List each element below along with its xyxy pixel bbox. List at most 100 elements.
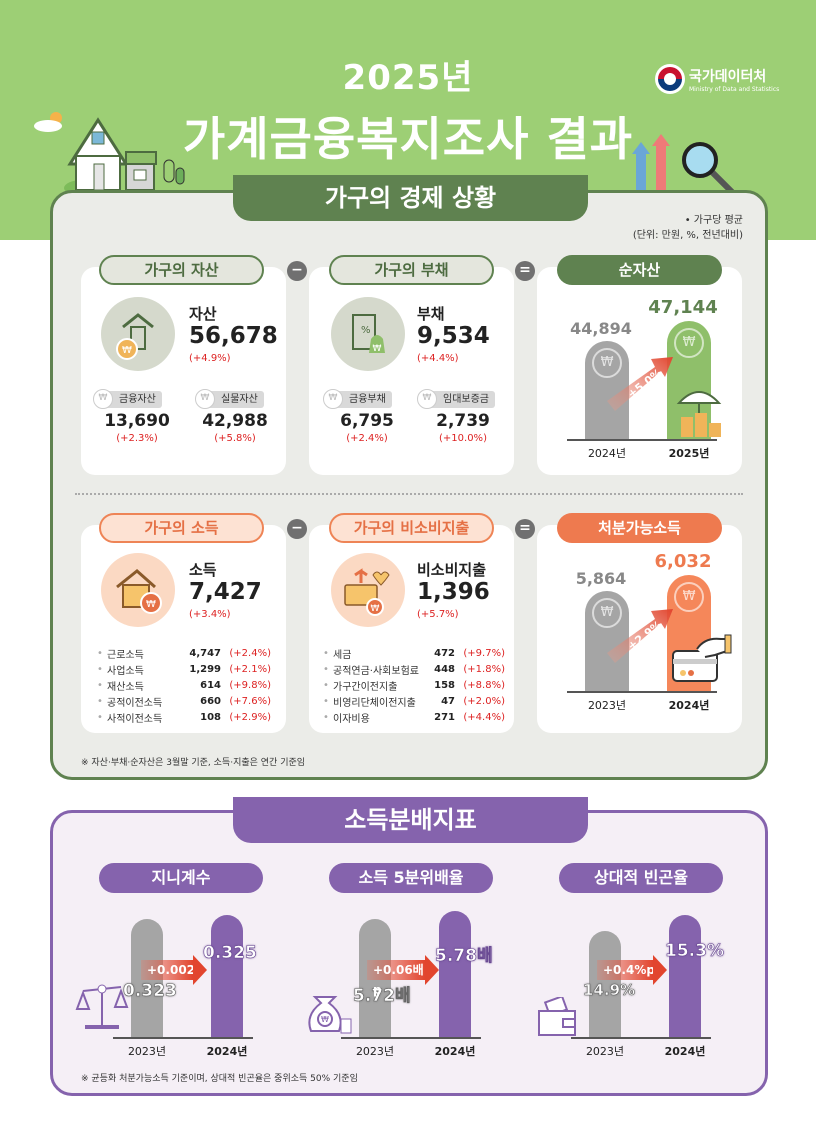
growth-arrows-icon bbox=[632, 134, 670, 190]
assets-value: 56,678 bbox=[189, 323, 278, 349]
money-bag-icon: ₩ bbox=[308, 996, 352, 1034]
assets-card: ₩ 자산 56,678 (+4.9%) ₩ 금융자산 ₩ 실물자산 13,690 4… bbox=[81, 267, 286, 475]
won-icon: ₩ bbox=[592, 598, 622, 628]
house-income-icon: ₩ bbox=[101, 553, 175, 627]
nonconsumption-label: 비소비지출 bbox=[417, 561, 487, 579]
poverty-axis bbox=[571, 1037, 711, 1039]
income-card: ₩ 소득 7,427 (+3.4%) • 근로소득 4,747 (+2.4%) • 사업… bbox=[81, 525, 286, 733]
income-pill: 가구의 소득 bbox=[99, 513, 264, 543]
income-breakdown-list: • 근로소득 4,747 (+2.4%) • 사업소득 1,299 (+2.1%) • 재산소… bbox=[97, 645, 271, 725]
minus-operator: − bbox=[287, 519, 307, 539]
financial-assets-pct: (+2.3%) bbox=[116, 433, 158, 444]
economy-footnote: ※ 자산·부채·순자산은 3월말 기준, 소득·지출은 연간 기준임 bbox=[81, 758, 306, 768]
org-logo: 국가데이터처 Ministry of Data and Statistics bbox=[655, 64, 779, 94]
disposable-axis bbox=[567, 691, 717, 693]
won-icon: ₩ bbox=[93, 389, 113, 409]
lease-deposit-tag: ₩ 임대보증금 bbox=[417, 389, 495, 409]
financial-assets-tag: ₩ 금융자산 bbox=[93, 389, 162, 409]
document-moneybag-icon: % ₩ bbox=[331, 297, 405, 371]
gini-change-arrow: +0.002 bbox=[141, 955, 207, 985]
list-item: • 근로소득 4,747 (+2.4%) bbox=[97, 647, 271, 661]
won-icon: ₩ bbox=[674, 328, 704, 358]
distribution-section-title: 소득분배지표 bbox=[233, 797, 588, 843]
economy-section-title: 가구의 경제 상황 bbox=[233, 175, 588, 221]
debt-pill: 가구의 부채 bbox=[329, 255, 494, 285]
nonconsumption-card: ₩ 비소비지출 1,396 (+5.7%) • 세금 472 (+9.7%) • 공적연… bbox=[309, 525, 514, 733]
quintile-curr-value: 5.78배 bbox=[435, 946, 493, 967]
lease-deposit-pct: (+10.0%) bbox=[439, 433, 487, 444]
list-item: • 사적이전소득 108 (+2.9%) bbox=[97, 711, 271, 725]
income-value: 7,427 bbox=[189, 579, 262, 605]
wallet-icon bbox=[538, 997, 576, 1036]
umbrella-coins-icon bbox=[676, 391, 722, 437]
quintile-pill: 소득 5분위배율 bbox=[329, 863, 493, 893]
svg-text:₩: ₩ bbox=[321, 1015, 329, 1024]
list-item: • 공적이전소득 660 (+7.6%) bbox=[97, 695, 271, 709]
financial-debt-value: 6,795 bbox=[340, 411, 394, 431]
debt-label: 부채 bbox=[417, 305, 445, 323]
nonconsumption-pct: (+5.7%) bbox=[417, 609, 459, 620]
real-assets-value: 42,988 bbox=[202, 411, 268, 431]
net-assets-prev-year: 2024년 bbox=[587, 447, 627, 460]
financial-debt-pct: (+2.4%) bbox=[346, 433, 388, 444]
net-assets-curr-value: 47,144 bbox=[648, 297, 718, 318]
nonconsumption-breakdown-list: • 세금 472 (+9.7%) • 공적연금·사회보험료 448 (+1.8%) • 가구간… bbox=[323, 645, 505, 725]
gini-axis bbox=[113, 1037, 253, 1039]
real-assets-pct: (+5.8%) bbox=[214, 433, 256, 444]
scale-icon bbox=[75, 984, 129, 1029]
quintile-bar-curr bbox=[439, 911, 471, 1037]
net-assets-curr-year: 2025년 bbox=[668, 447, 710, 460]
taegeuk-emblem-icon bbox=[655, 64, 685, 94]
distribution-section: 소득분배지표 지니계수 0.323 0.325 +0.002 2023년 202… bbox=[50, 797, 768, 1096]
list-item: • 재산소득 614 (+9.8%) bbox=[97, 679, 271, 693]
list-item: • 세금 472 (+9.7%) bbox=[323, 647, 505, 661]
equals-operator: = bbox=[515, 261, 535, 281]
house-coin-icon: ₩ bbox=[101, 297, 175, 371]
minus-operator: − bbox=[287, 261, 307, 281]
disposable-income-card: 5,864 6,032 ₩ ₩ +2.9% 2023년 2024년 bbox=[537, 525, 742, 733]
net-assets-axis bbox=[567, 439, 717, 441]
gini-bar-curr bbox=[211, 915, 243, 1037]
debt-card: % ₩ 부채 9,534 (+4.4%) ₩ 금융부채 ₩ 임대보증금 6,795 2… bbox=[309, 267, 514, 475]
quintile-change-arrow: +0.06배p bbox=[367, 955, 439, 997]
org-name-en: Ministry of Data and Statistics bbox=[689, 85, 780, 93]
gini-pill: 지니계수 bbox=[99, 863, 263, 893]
won-icon: ₩ bbox=[674, 582, 704, 612]
list-item: • 사업소득 1,299 (+2.1%) bbox=[97, 663, 271, 677]
page-title: 가계금융복지조사 결과 bbox=[182, 112, 634, 166]
poverty-prev-year: 2023년 bbox=[585, 1045, 625, 1058]
svg-text:₩: ₩ bbox=[371, 604, 380, 614]
income-pct: (+3.4%) bbox=[189, 609, 231, 620]
list-item: • 비영리단체이전지출 47 (+2.0%) bbox=[323, 695, 505, 709]
net-assets-prev-value: 44,894 bbox=[570, 319, 632, 338]
disposable-curr-year: 2024년 bbox=[668, 699, 710, 712]
net-assets-pill: 순자산 bbox=[557, 255, 722, 285]
won-icon: ₩ bbox=[195, 389, 215, 409]
house-icon bbox=[64, 117, 185, 192]
poverty-pill: 상대적 빈곤율 bbox=[559, 863, 723, 893]
nonconsumption-value: 1,396 bbox=[417, 579, 490, 605]
poverty-bar-prev bbox=[589, 931, 621, 1037]
poverty-bar-curr bbox=[669, 915, 701, 1037]
disposable-prev-value: 5,864 bbox=[575, 569, 627, 588]
gini-curr-year: 2024년 bbox=[206, 1045, 248, 1058]
debt-pct: (+4.4%) bbox=[417, 353, 459, 364]
list-item: • 이자비용 271 (+4.4%) bbox=[323, 711, 505, 725]
quintile-prev-year: 2023년 bbox=[355, 1045, 395, 1058]
card-heart-icon: ₩ bbox=[331, 553, 405, 627]
unit-note: • 가구당 평균 (단위: 만원, %, 전년대비) bbox=[632, 215, 743, 241]
real-assets-tag: ₩ 실물자산 bbox=[195, 389, 264, 409]
lease-deposit-value: 2,739 bbox=[436, 411, 490, 431]
quintile-curr-year: 2024년 bbox=[434, 1045, 476, 1058]
svg-text:%: % bbox=[361, 325, 371, 336]
assets-pill: 가구의 자산 bbox=[99, 255, 264, 285]
gini-prev-value: 0.323 bbox=[123, 981, 177, 1002]
poverty-curr-year: 2024년 bbox=[664, 1045, 706, 1058]
hand-card-icon bbox=[672, 634, 732, 682]
growth-arrow-icon bbox=[607, 357, 673, 411]
quintile-axis bbox=[341, 1037, 481, 1039]
cloud-sun-icon bbox=[34, 112, 62, 132]
nonconsumption-pill: 가구의 비소비지출 bbox=[329, 513, 494, 543]
disposable-income-pill: 처분가능소득 bbox=[557, 513, 722, 543]
list-item: • 가구간이전지출 158 (+8.8%) bbox=[323, 679, 505, 693]
